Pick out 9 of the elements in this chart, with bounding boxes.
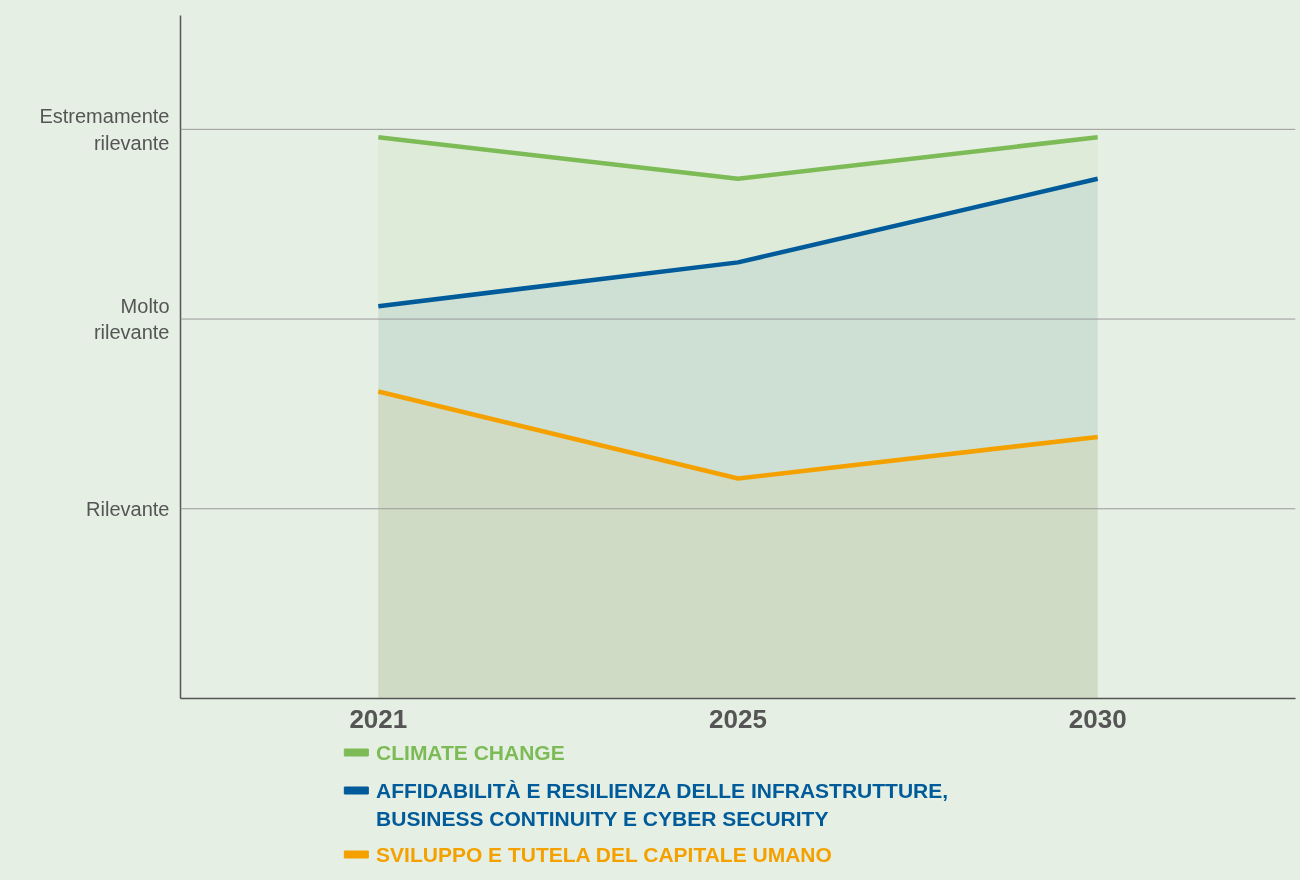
x-tick-label: 2025	[709, 703, 767, 734]
legend-label: SVILUPPO E TUTELA DEL CAPITALE UMANO	[376, 842, 832, 866]
legend-label: CLIMATE CHANGE	[376, 740, 565, 764]
ref-line-label: Rilevante	[86, 497, 170, 520]
legend-label: AFFIDABILITÀ E RESILIENZA DELLE INFRASTRUTTURE, BUSINESS CONTINUITY E CYBER SECURITY	[376, 778, 949, 831]
ref-line-label: Molto rilevante	[93, 294, 170, 344]
x-tick-label: 2030	[1068, 703, 1127, 734]
ref-line-label: Estremamente rilevante	[39, 105, 170, 154]
x-tick-label: 2021	[349, 703, 408, 734]
